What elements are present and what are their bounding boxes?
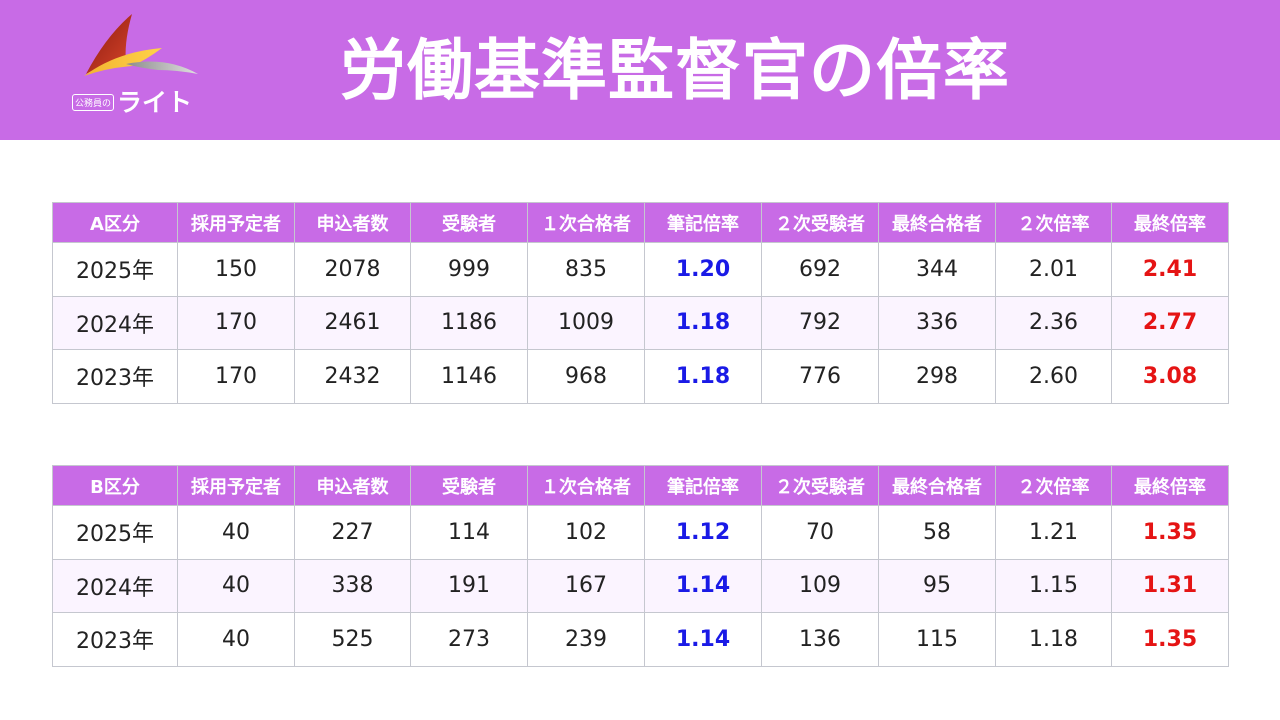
cell-applicants: 227 (294, 505, 411, 560)
cell-final-ratio: 2.77 (1111, 295, 1229, 350)
header-cell-first-passers: １次合格者 (527, 202, 645, 243)
cell-final-passers: 95 (878, 558, 996, 613)
cell-final-passers: 298 (878, 349, 996, 404)
header-cell-final-ratio: 最終倍率 (1111, 202, 1229, 243)
ratio-table-a: A区分 採用予定者 申込者数 受験者 １次合格者 筆記倍率 ２次受験者 最終合格… (52, 202, 1229, 404)
cell-planned-hires: 40 (177, 558, 295, 613)
header-cell-second-examinees: ２次受験者 (761, 202, 879, 243)
cell-final-ratio: 3.08 (1111, 349, 1229, 404)
cell-year: 2024年 (52, 295, 178, 350)
cell-written-ratio: 1.18 (644, 349, 762, 404)
table-row: 2025年 150 2078 999 835 1.20 692 344 2.01… (52, 242, 1229, 297)
header-cell-final-ratio: 最終倍率 (1111, 465, 1229, 506)
cell-second-examinees: 136 (761, 612, 879, 667)
cell-second-examinees: 692 (761, 242, 879, 297)
table-row: 2023年 40 525 273 239 1.14 136 115 1.18 1… (52, 612, 1229, 667)
cell-second-examinees: 792 (761, 295, 879, 350)
cell-second-ratio: 2.60 (995, 349, 1112, 404)
cell-final-passers: 58 (878, 505, 996, 560)
cell-second-examinees: 776 (761, 349, 879, 404)
header-cell-applicants: 申込者数 (294, 202, 411, 243)
cell-written-ratio: 1.14 (644, 558, 762, 613)
header-cell-examinees: 受験者 (410, 465, 528, 506)
cell-first-passers: 239 (527, 612, 645, 667)
cell-applicants: 2461 (294, 295, 411, 350)
header-cell-second-ratio: ２次倍率 (995, 465, 1112, 506)
header-cell-final-passers: 最終合格者 (878, 202, 996, 243)
cell-final-ratio: 1.35 (1111, 612, 1229, 667)
table-header-row: B区分 採用予定者 申込者数 受験者 １次合格者 筆記倍率 ２次受験者 最終合格… (52, 465, 1229, 506)
cell-planned-hires: 170 (177, 295, 295, 350)
ratio-table-b: B区分 採用予定者 申込者数 受験者 １次合格者 筆記倍率 ２次受験者 最終合格… (52, 465, 1229, 667)
cell-first-passers: 167 (527, 558, 645, 613)
cell-planned-hires: 40 (177, 505, 295, 560)
cell-planned-hires: 40 (177, 612, 295, 667)
header-cell-examinees: 受験者 (410, 202, 528, 243)
table-header-row: A区分 採用予定者 申込者数 受験者 １次合格者 筆記倍率 ２次受験者 最終合格… (52, 202, 1229, 243)
cell-second-ratio: 1.21 (995, 505, 1112, 560)
cell-examinees: 999 (410, 242, 528, 297)
cell-examinees: 273 (410, 612, 528, 667)
header-cell-planned-hires: 採用予定者 (177, 465, 295, 506)
logo-mark-icon (84, 14, 198, 76)
cell-written-ratio: 1.14 (644, 612, 762, 667)
cell-year: 2023年 (52, 349, 178, 404)
cell-year: 2023年 (52, 612, 178, 667)
cell-final-passers: 115 (878, 612, 996, 667)
header-cell-second-examinees: ２次受験者 (761, 465, 879, 506)
cell-planned-hires: 170 (177, 349, 295, 404)
cell-applicants: 338 (294, 558, 411, 613)
cell-examinees: 1146 (410, 349, 528, 404)
table-row: 2024年 170 2461 1186 1009 1.18 792 336 2.… (52, 295, 1229, 350)
cell-written-ratio: 1.18 (644, 295, 762, 350)
header-cell-second-ratio: ２次倍率 (995, 202, 1112, 243)
cell-applicants: 525 (294, 612, 411, 667)
cell-year: 2025年 (52, 505, 178, 560)
cell-year: 2024年 (52, 558, 178, 613)
cell-second-ratio: 2.01 (995, 242, 1112, 297)
table-row: 2023年 170 2432 1146 968 1.18 776 298 2.6… (52, 349, 1229, 404)
cell-applicants: 2432 (294, 349, 411, 404)
cell-second-ratio: 1.15 (995, 558, 1112, 613)
cell-final-passers: 344 (878, 242, 996, 297)
cell-applicants: 2078 (294, 242, 411, 297)
logo-wordmark: ライト (117, 88, 193, 117)
cell-planned-hires: 150 (177, 242, 295, 297)
cell-written-ratio: 1.20 (644, 242, 762, 297)
header-cell-final-passers: 最終合格者 (878, 465, 996, 506)
cell-year: 2025年 (52, 242, 178, 297)
header-cell-category: A区分 (52, 202, 178, 243)
header-cell-written-ratio: 筆記倍率 (644, 465, 762, 506)
cell-examinees: 1186 (410, 295, 528, 350)
page-title: 労働基準監督官の倍率 (340, 32, 1010, 109)
cell-first-passers: 102 (527, 505, 645, 560)
cell-written-ratio: 1.12 (644, 505, 762, 560)
table-row: 2024年 40 338 191 167 1.14 109 95 1.15 1.… (52, 558, 1229, 613)
header-cell-written-ratio: 筆記倍率 (644, 202, 762, 243)
cell-second-ratio: 2.36 (995, 295, 1112, 350)
cell-first-passers: 835 (527, 242, 645, 297)
cell-examinees: 114 (410, 505, 528, 560)
cell-final-ratio: 2.41 (1111, 242, 1229, 297)
header-cell-planned-hires: 採用予定者 (177, 202, 295, 243)
cell-second-examinees: 70 (761, 505, 879, 560)
cell-first-passers: 968 (527, 349, 645, 404)
cell-final-ratio: 1.35 (1111, 505, 1229, 560)
cell-second-ratio: 1.18 (995, 612, 1112, 667)
header-cell-applicants: 申込者数 (294, 465, 411, 506)
cell-final-ratio: 1.31 (1111, 558, 1229, 613)
cell-first-passers: 1009 (527, 295, 645, 350)
header-banner: 公務員の ライト 労働基準監督官の倍率 (0, 0, 1280, 140)
header-cell-first-passers: １次合格者 (527, 465, 645, 506)
logo: 公務員の ライト (66, 12, 226, 124)
cell-examinees: 191 (410, 558, 528, 613)
cell-second-examinees: 109 (761, 558, 879, 613)
cell-final-passers: 336 (878, 295, 996, 350)
header-cell-category: B区分 (52, 465, 178, 506)
logo-subtext: 公務員の (72, 94, 115, 111)
table-row: 2025年 40 227 114 102 1.12 70 58 1.21 1.3… (52, 505, 1229, 560)
